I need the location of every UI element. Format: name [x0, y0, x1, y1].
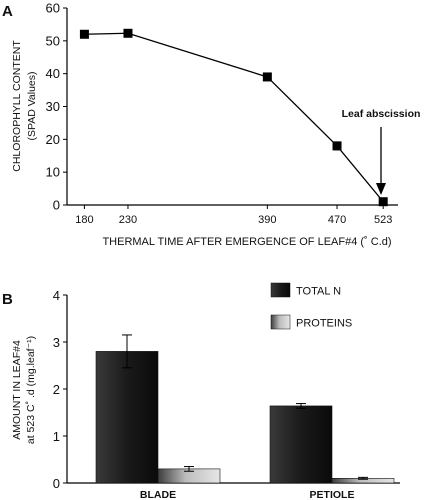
- a-ytick-label: 20: [46, 132, 60, 147]
- panel-b-ylabel2: at 523 C˚ .d (mg.leaf⁻¹): [25, 336, 37, 444]
- a-xtick-label: 390: [258, 214, 276, 226]
- panel-a-annotation: Leaf abscission: [342, 108, 421, 120]
- a-data-point: [332, 141, 342, 151]
- b-legend-swatch: [270, 282, 291, 298]
- a-xtick-label: 230: [119, 214, 137, 226]
- b-legend-swatch: [270, 314, 291, 330]
- b-ytick-label: 3: [53, 335, 60, 350]
- b-ytick-label: 4: [53, 288, 60, 303]
- b-legend-label: TOTAL N: [296, 286, 341, 298]
- a-xtick-label: 470: [328, 214, 346, 226]
- a-data-point: [378, 197, 388, 207]
- a-series-line: [84, 32, 384, 203]
- chart-a: 0 10 20 30 40 50 60 180 230 390 470 523: [46, 1, 398, 226]
- b-bar: [269, 405, 333, 484]
- panel-a-xlabel: THERMAL TIME AFTER EMERGENCE OF LEAF#4 (…: [102, 236, 391, 248]
- panel-b-label: B: [2, 291, 13, 308]
- a-xtick-label: 180: [75, 214, 93, 226]
- a-xtick-label: 523: [374, 214, 392, 226]
- a-data-point: [123, 28, 133, 38]
- panel-b-ylabel: AMOUNT IN LEAF#4: [11, 340, 23, 440]
- b-ytick-label: 0: [53, 476, 60, 491]
- a-data-point: [79, 29, 89, 39]
- b-category-label: BLADE: [140, 489, 176, 500]
- a-ytick-label: 50: [46, 33, 60, 48]
- b-ytick-label: 2: [53, 382, 60, 397]
- a-ytick-label: 0: [53, 198, 60, 213]
- b-ytick-label: 1: [53, 429, 60, 444]
- a-data-point: [262, 72, 272, 82]
- a-ytick-label: 60: [46, 1, 60, 16]
- b-bar: [95, 351, 159, 484]
- b-category-label: PETIOLE: [310, 489, 355, 500]
- a-ytick-label: 40: [46, 66, 60, 81]
- a-ytick-label: 30: [46, 99, 60, 114]
- a-ytick-label: 10: [46, 165, 60, 180]
- b-legend-label: PROTEINS: [296, 318, 352, 330]
- panel-a-ylabel: CHLOROPHYLL CONTENT: [11, 40, 23, 172]
- chart-b: 0 1 2 3 4 BLADE PETIOLE TOTAL N PROTEINS: [53, 282, 400, 500]
- panel-a-ylabel2: (SPAD Values): [26, 71, 38, 140]
- panel-a-label: A: [2, 3, 13, 20]
- abscission-arrow-head: [376, 183, 386, 195]
